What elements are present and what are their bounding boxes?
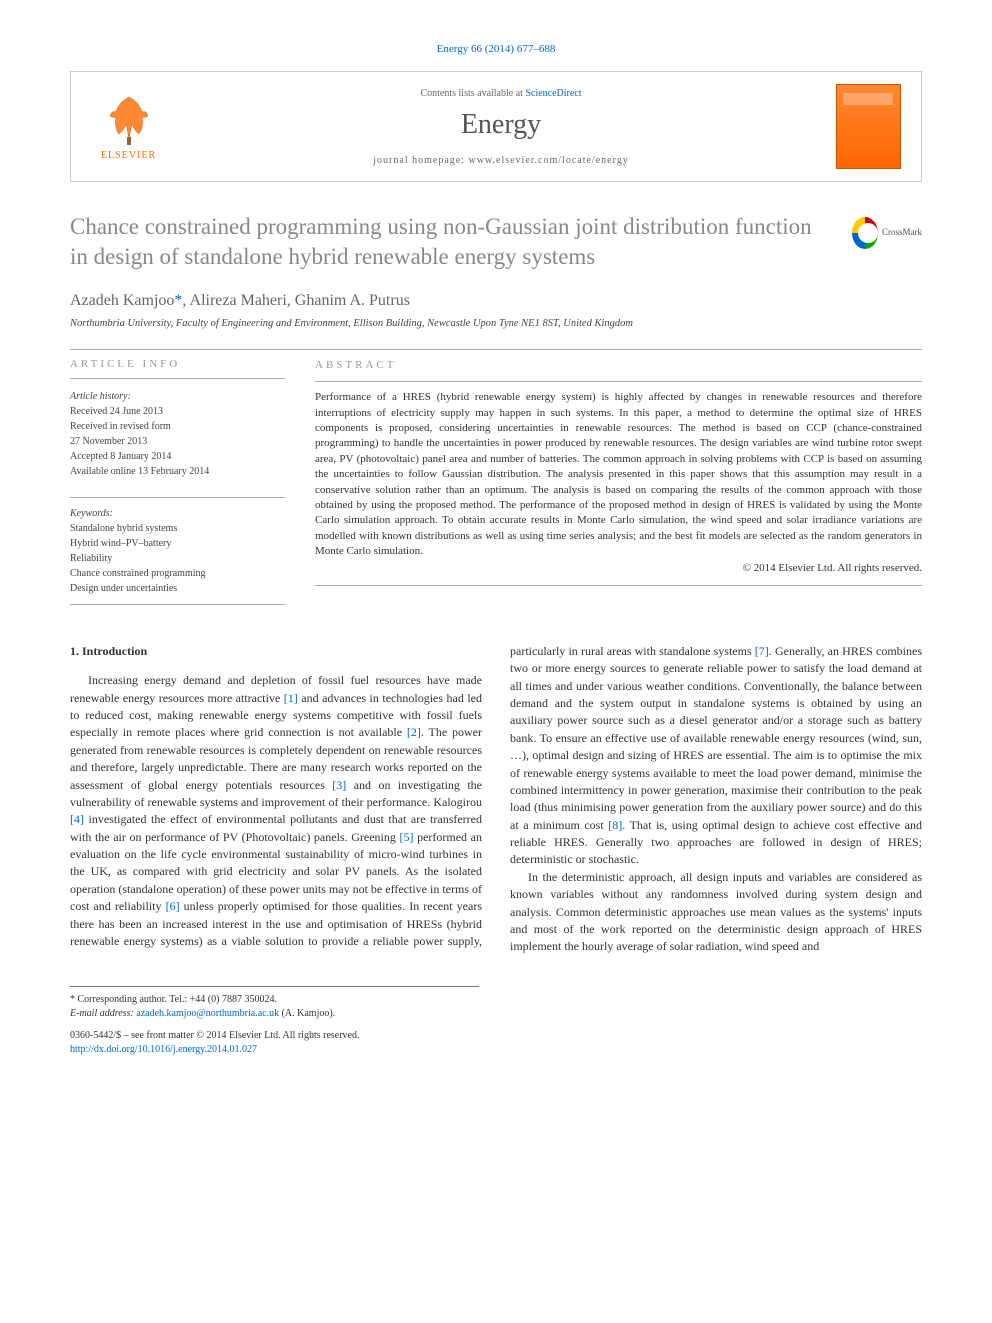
abstract-heading: ABSTRACT	[315, 358, 922, 373]
ref-link[interactable]: [8]	[608, 818, 622, 832]
journal-header-box: ELSEVIER Contents lists available at Sci…	[70, 71, 922, 182]
ref-link[interactable]: [3]	[332, 778, 346, 792]
crossmark-badge[interactable]: CrossMark	[852, 217, 922, 249]
doi-link[interactable]: http://dx.doi.org/10.1016/j.energy.2014.…	[70, 1044, 257, 1055]
keyword: Chance constrained programming	[70, 566, 285, 581]
history-item: Available online 13 February 2014	[70, 464, 285, 479]
abstract-column: ABSTRACT Performance of a HRES (hybrid r…	[315, 358, 922, 613]
keywords-label: Keywords:	[70, 506, 285, 521]
ref-link[interactable]: [1]	[284, 691, 298, 705]
corresponding-author-footer: * Corresponding author. Tel.: +44 (0) 78…	[70, 986, 479, 1057]
ref-link[interactable]: [7]	[755, 644, 769, 658]
keyword: Standalone hybrid systems	[70, 521, 285, 536]
ref-link[interactable]: [4]	[70, 812, 84, 826]
authors-line: Azadeh Kamjoo*, Alireza Maheri, Ghanim A…	[70, 292, 922, 310]
email-label: E-mail address:	[70, 1008, 136, 1019]
email-link[interactable]: azadeh.kamjoo@northumbria.ac.uk	[136, 1008, 279, 1019]
history-item: Received in revised form	[70, 419, 285, 434]
history-item: Received 24 June 2013	[70, 404, 285, 419]
corr-author-line: * Corresponding author. Tel.: +44 (0) 78…	[70, 993, 479, 1007]
body-text: 1. Introduction Increasing energy demand…	[70, 643, 922, 956]
history-item: Accepted 8 January 2014	[70, 449, 285, 464]
section-heading: 1. Introduction	[70, 643, 482, 660]
homepage-url[interactable]: www.elsevier.com/locate/energy	[468, 155, 628, 166]
article-info-column: ARTICLE INFO Article history: Received 2…	[70, 358, 285, 613]
keyword: Design under uncertainties	[70, 581, 285, 596]
publisher-name: ELSEVIER	[101, 150, 156, 161]
elsevier-tree-icon	[104, 92, 154, 147]
journal-cover-thumbnail	[836, 84, 901, 169]
issn-line: 0360-5442/$ – see front matter © 2014 El…	[70, 1029, 479, 1043]
keyword: Reliability	[70, 551, 285, 566]
copyright-line: © 2014 Elsevier Ltd. All rights reserved…	[315, 561, 922, 576]
ref-link[interactable]: [6]	[166, 899, 180, 913]
article-info-heading: ARTICLE INFO	[70, 358, 285, 370]
contents-line: Contents lists available at ScienceDirec…	[166, 88, 836, 99]
crossmark-icon	[852, 217, 878, 249]
affiliation: Northumbria University, Faculty of Engin…	[70, 318, 922, 329]
journal-name: Energy	[166, 109, 836, 141]
article-title: Chance constrained programming using non…	[70, 212, 922, 272]
paragraph: In the deterministic approach, all desig…	[510, 869, 922, 956]
history-label: Article history:	[70, 389, 285, 404]
homepage-line: journal homepage: www.elsevier.com/locat…	[166, 155, 836, 166]
citation-link[interactable]: Energy 66 (2014) 677–688	[437, 43, 556, 55]
citation-header: Energy 66 (2014) 677–688	[70, 40, 922, 56]
ref-link[interactable]: [5]	[399, 830, 413, 844]
history-item: 27 November 2013	[70, 434, 285, 449]
publisher-logo: ELSEVIER	[91, 92, 166, 161]
abstract-text: Performance of a HRES (hybrid renewable …	[315, 390, 922, 559]
sciencedirect-link[interactable]: ScienceDirect	[525, 88, 581, 99]
keyword: Hybrid wind–PV–battery	[70, 536, 285, 551]
ref-link[interactable]: [2]	[407, 725, 421, 739]
divider	[70, 349, 922, 350]
